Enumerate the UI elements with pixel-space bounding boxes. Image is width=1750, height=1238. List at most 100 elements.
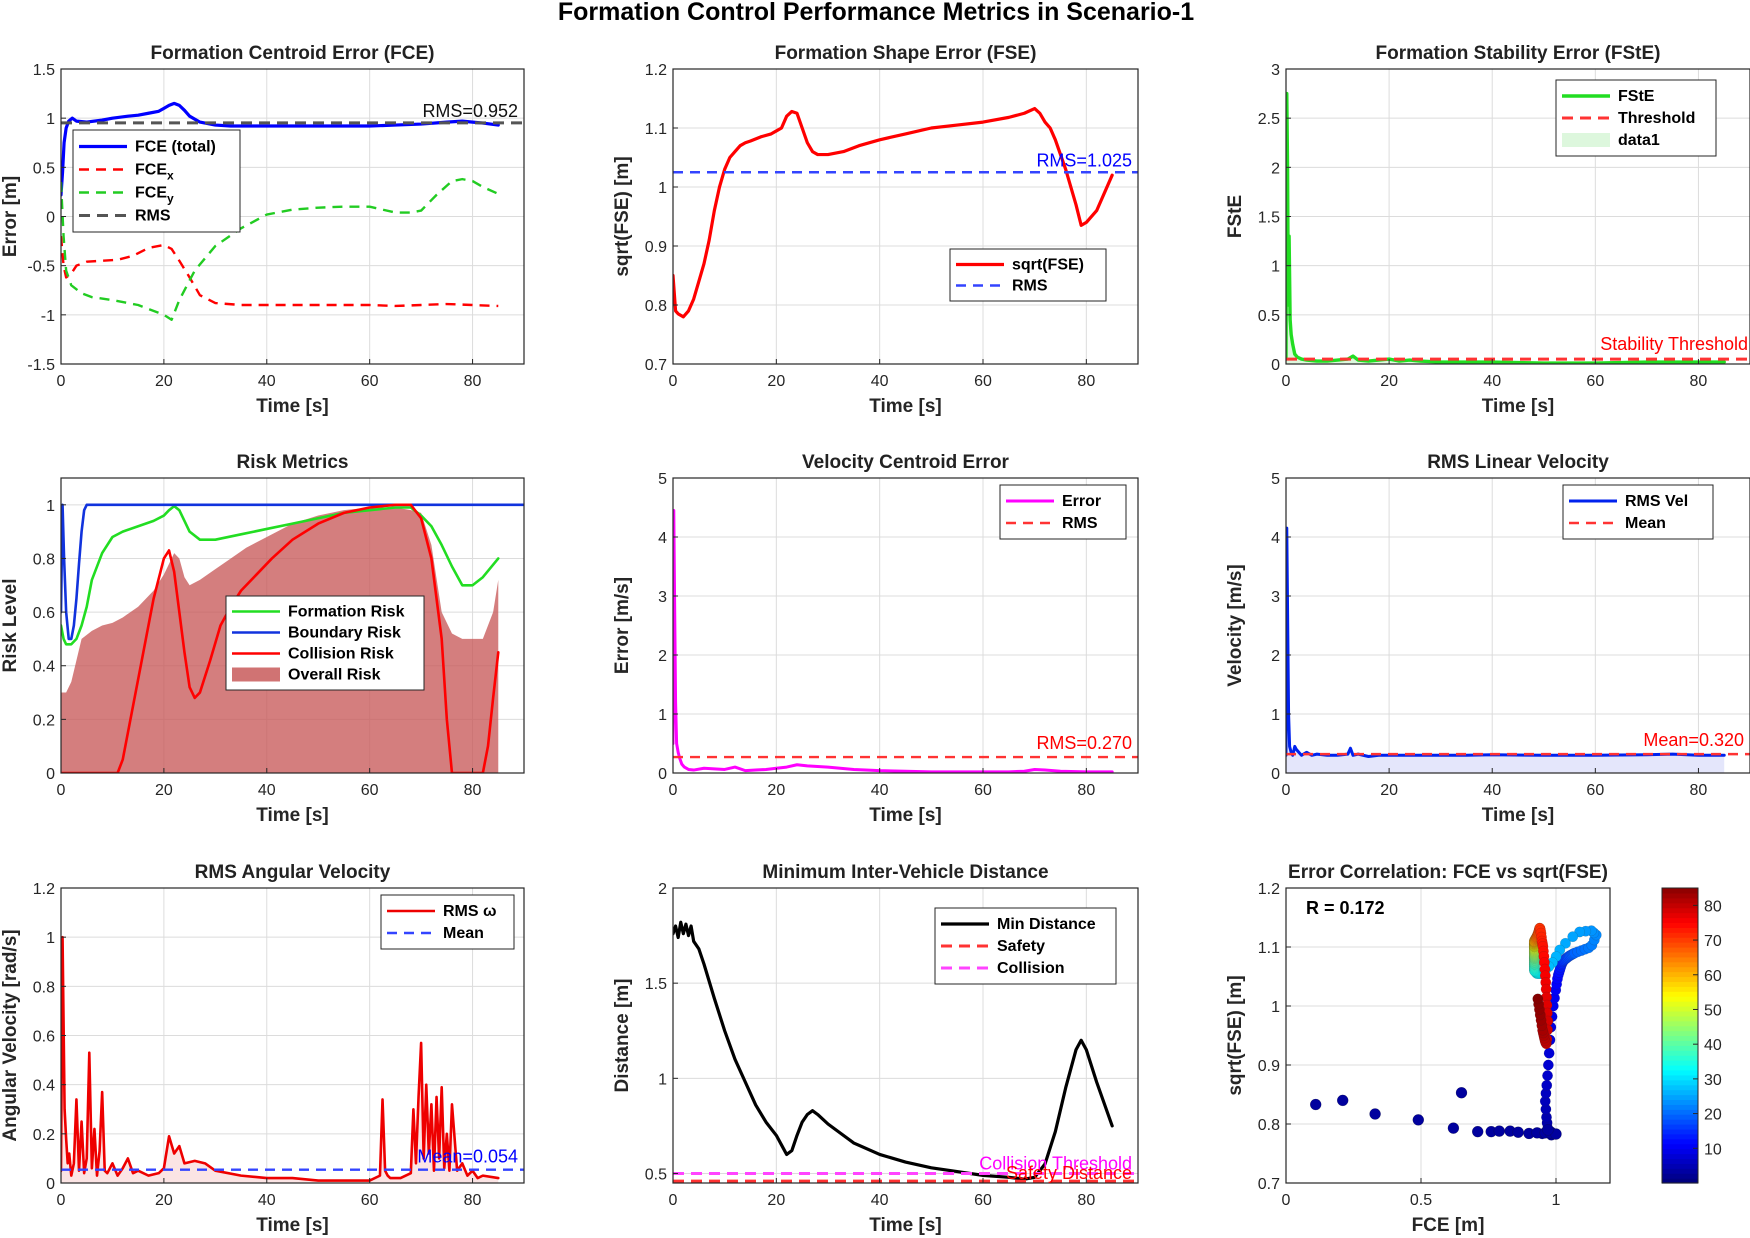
- x-axis-label: FCE [m]: [1412, 1215, 1485, 1236]
- x-tick-label: 80: [1077, 1192, 1095, 1209]
- panel-title: Error Correlation: FCE vs sqrt(FSE): [1288, 862, 1608, 883]
- colorbar-tick-label: 10: [1704, 1141, 1722, 1158]
- y-tick-label: 2: [1271, 160, 1280, 177]
- x-tick-label: 0: [1282, 1192, 1291, 1209]
- colorbar-segment: [1662, 1015, 1698, 1022]
- panel-fste: 0 20 40 60 80 0 0.5 1 1.5 2 2.5 3 Formation Stabilit…: [1225, 43, 1750, 417]
- legend-label-fste: FStE: [1618, 88, 1655, 105]
- colorbar-segment: [1662, 1010, 1698, 1017]
- colorbar-segment: [1662, 1119, 1698, 1125]
- x-tick-label: 80: [1690, 373, 1708, 390]
- y-tick-label: -1: [41, 308, 55, 325]
- x-tick-label: 0: [57, 373, 66, 390]
- y-axis-label: Velocity [m/s]: [1225, 564, 1246, 687]
- colorbar-segment: [1662, 892, 1698, 899]
- annotation-r-0-172: R = 0.172: [1306, 898, 1385, 918]
- legend-label-mean: Mean: [1625, 515, 1666, 532]
- series-line-min-distance: [673, 920, 1114, 1181]
- y-tick-label: 0.7: [645, 357, 667, 374]
- y-axis-label: FStE: [1225, 195, 1246, 238]
- colorbar-segment: [1662, 942, 1698, 948]
- x-axis-label: Time [s]: [1482, 396, 1555, 417]
- legend-label-fcey: FCEy: [135, 185, 174, 206]
- colorbar-segment: [1662, 1148, 1698, 1155]
- colorbar-segment: [1662, 1065, 1698, 1071]
- x-axis-label: Time [s]: [256, 1215, 329, 1236]
- colorbar-segment: [1662, 907, 1698, 914]
- legend-patch-data1: [1562, 133, 1610, 147]
- series-line-fcex: [61, 236, 499, 308]
- legend-label-formation-risk: Formation Risk: [288, 604, 405, 621]
- legend-label-rms: RMS: [135, 208, 171, 225]
- x-tick-label: 40: [871, 373, 889, 390]
- y-tick-label: 1: [46, 930, 55, 947]
- y-tick-label: 4: [658, 530, 667, 547]
- y-tick-label: 0.8: [645, 298, 667, 315]
- plot-area: [61, 101, 524, 321]
- y-tick-label: 1.1: [645, 121, 667, 138]
- axes-frame: [672, 68, 1139, 365]
- plot-area: [1286, 526, 1750, 773]
- y-tick-label: 1.5: [33, 62, 55, 79]
- scatter-point-early: [1455, 1086, 1468, 1099]
- series-line-sqrt-fse-: [673, 106, 1114, 319]
- x-tick-label: 60: [361, 782, 379, 799]
- x-tick-label: 40: [1483, 373, 1501, 390]
- annotation-mean-0-320: Mean=0.320: [1643, 730, 1744, 750]
- y-tick-label: 0.2: [33, 712, 55, 729]
- y-tick-label: 1: [46, 498, 55, 515]
- colorbar-segment: [1662, 1114, 1698, 1120]
- legend-label-error: Error: [1062, 493, 1101, 510]
- x-tick-label: 40: [258, 373, 276, 390]
- legend-subscript: x: [167, 169, 174, 183]
- panel-title: Formation Centroid Error (FCE): [151, 43, 435, 64]
- scatter-point-early: [1493, 1125, 1506, 1137]
- colorbar-segment: [1662, 888, 1698, 894]
- y-tick-label: 2.5: [1258, 111, 1280, 128]
- legend-label-boundary-risk: Boundary Risk: [288, 625, 401, 642]
- y-tick-label: 4: [1271, 530, 1280, 547]
- colorbar-segment: [1662, 1020, 1698, 1027]
- y-tick-label: 0.6: [33, 1029, 55, 1046]
- colorbar-segment: [1662, 1158, 1698, 1164]
- legend: RMS Vel Mean: [1562, 484, 1714, 540]
- y-tick-label: 0.4: [33, 1078, 55, 1095]
- plot-area: [1309, 922, 1602, 1141]
- colorbar-segment: [1662, 971, 1698, 978]
- colorbar-segment: [1662, 976, 1698, 983]
- y-tick-label: 0.7: [1258, 1176, 1280, 1193]
- plot-area: [673, 106, 1138, 319]
- colorbar-segment: [1662, 1055, 1698, 1061]
- y-tick-label: 1: [1271, 999, 1280, 1016]
- y-axis-label: Risk Level: [0, 579, 21, 673]
- annotation-rms-1-025: RMS=1.025: [1036, 150, 1132, 170]
- legend-label-min-distance: Min Distance: [997, 916, 1096, 933]
- series-line-formation-risk: [61, 504, 500, 646]
- colorbar-segment: [1662, 927, 1698, 933]
- axes-frame: [1285, 477, 1750, 774]
- annotation-stability-threshold: Stability Threshold: [1600, 334, 1748, 354]
- legend-patch-overall-risk: [232, 667, 280, 682]
- colorbar-segment: [1662, 1040, 1698, 1046]
- colorbar-segment: [1662, 932, 1698, 938]
- x-tick-label: 80: [464, 1192, 482, 1209]
- x-tick-label: 20: [767, 1192, 785, 1209]
- legend-label-overall-risk: Overall Risk: [288, 667, 381, 684]
- y-tick-label: 3: [1271, 589, 1280, 606]
- series-line-fcey: [61, 177, 499, 321]
- panel-vel: 0 20 40 60 80 0 1 2 3 4 5 RMS Linear Velocity Time […: [1225, 452, 1750, 826]
- colorbar-segment: [1662, 947, 1698, 953]
- x-axis-label: Time [s]: [869, 805, 942, 826]
- panel-corr: 10 20 30 40 50 60 70 80 0 0.5 1 0.7 0.8 0.9 1 1.1 1.2 Err…: [1225, 862, 1722, 1236]
- panel-title: Formation Shape Error (FSE): [775, 43, 1037, 64]
- y-tick-label: 1.2: [1258, 881, 1280, 898]
- x-tick-label: 0: [57, 782, 66, 799]
- panel-fce: 0 20 40 60 80 -1.5 -1 -0.5 0 0.5 1 1.5 Formation Cen…: [0, 43, 525, 417]
- colorbar-tick-label: 20: [1704, 1107, 1722, 1124]
- scatter-point-early: [1369, 1108, 1381, 1120]
- y-tick-label: 0: [1271, 357, 1280, 374]
- legend-label-data1: data1: [1618, 132, 1660, 149]
- y-tick-label: 2: [658, 648, 667, 665]
- colorbar-segment: [1662, 1045, 1698, 1051]
- colorbar-segment: [1662, 1153, 1698, 1160]
